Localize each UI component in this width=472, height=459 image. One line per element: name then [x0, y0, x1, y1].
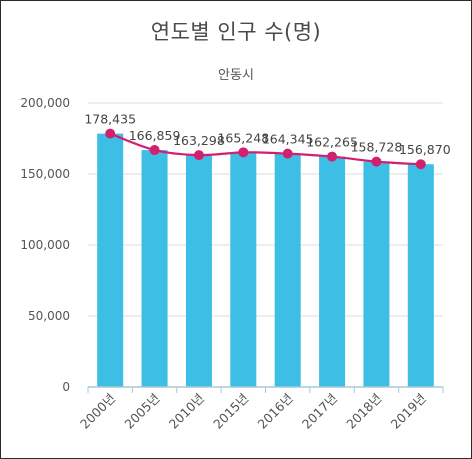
data-label: 156,870	[399, 142, 451, 157]
x-tick-label: 2010년	[166, 391, 207, 432]
chart-subtitle: 안동시	[218, 68, 254, 83]
x-axis: 2000년 2005년 2010년 2015년 2016년 2017년 2018년 2019년	[77, 386, 444, 432]
data-label: 166,859	[129, 128, 181, 143]
bar	[230, 152, 257, 387]
chart-title: 연도별 인구 수(명)	[150, 20, 322, 44]
line-point	[105, 128, 116, 139]
line-point	[327, 151, 338, 162]
bar	[319, 156, 346, 387]
data-label: 178,435	[84, 112, 136, 127]
line-point	[193, 150, 204, 161]
x-tick-label: 2018년	[343, 391, 384, 432]
line-point	[415, 159, 426, 170]
bar	[274, 153, 301, 387]
bar	[407, 164, 434, 387]
x-tick-label: 2000년	[77, 391, 118, 432]
line-point	[282, 148, 293, 159]
line-point	[149, 145, 160, 156]
y-tick-label: 100,000	[20, 238, 70, 252]
bar	[185, 155, 212, 387]
y-tick-label: 50,000	[28, 309, 70, 323]
line-point	[238, 147, 249, 158]
data-label: 162,265	[306, 135, 358, 150]
x-tick-label: 2005년	[121, 391, 162, 432]
bar	[141, 150, 168, 387]
data-label: 165,248	[217, 130, 269, 145]
data-label: 163,298	[173, 133, 225, 148]
y-tick-label: 0	[62, 380, 70, 394]
y-axis: 0 50,000 100,000 150,000 200,000	[20, 96, 70, 394]
line-points	[105, 128, 426, 170]
y-tick-label: 200,000	[20, 96, 70, 110]
data-labels: 178,435166,859163,298165,248164,345162,2…	[84, 112, 450, 158]
y-tick-label: 150,000	[20, 167, 70, 181]
bar	[97, 133, 124, 387]
data-label: 158,728	[351, 140, 403, 155]
x-tick-label: 2015년	[210, 391, 251, 432]
data-label: 164,345	[262, 132, 314, 147]
x-tick-label: 2019년	[388, 391, 429, 432]
x-tick-label: 2016년	[255, 391, 296, 432]
bar-series	[97, 133, 434, 387]
bar	[363, 161, 390, 387]
x-tick-label: 2017년	[299, 391, 340, 432]
line-point	[371, 156, 382, 167]
